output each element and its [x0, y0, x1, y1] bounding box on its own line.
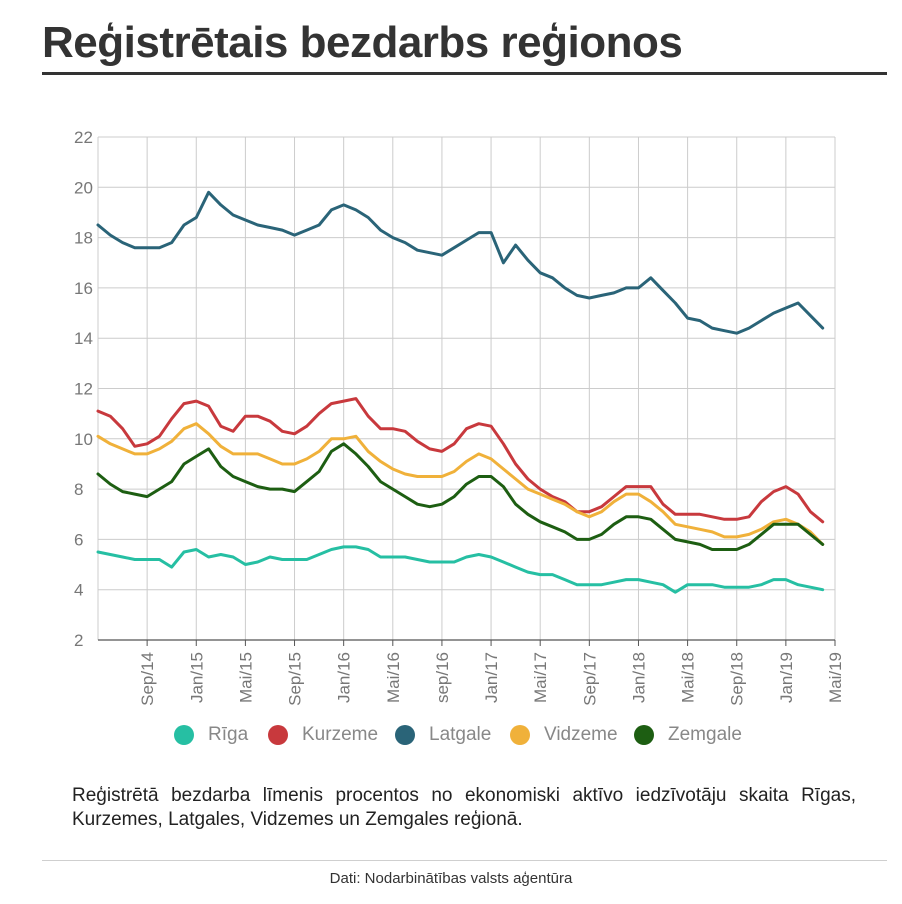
x-tick-label: Jan/16: [335, 652, 354, 703]
x-tick-label: Mai/17: [531, 652, 550, 703]
y-tick-label: 16: [74, 279, 93, 298]
legend-item-zemgale[interactable]: Zemgale: [634, 724, 742, 746]
x-tick-label: Mai/16: [384, 652, 403, 703]
legend-item-latgale[interactable]: Latgale: [395, 724, 491, 746]
x-tick-label: Sep/18: [728, 652, 747, 706]
series-line-latgale: [96, 190, 825, 335]
y-tick-label: 4: [74, 581, 83, 600]
y-tick-label: 10: [74, 430, 93, 449]
legend-swatch-vidzeme: [510, 725, 530, 745]
x-axis-labels: Sep/14 Jan/15 Mai/15 Sep/15 Jan/16 Mai/16 sep/…: [138, 652, 845, 706]
y-tick-label: 12: [74, 380, 93, 399]
legend-item-riga[interactable]: Rīga: [174, 724, 248, 746]
x-tick-label: Sep/17: [580, 652, 599, 706]
y-tick-label: 6: [74, 530, 83, 549]
series-line-rga: [96, 545, 825, 594]
x-tick-label: Sep/15: [286, 652, 305, 706]
legend-label-latgale: Latgale: [429, 724, 492, 745]
x-tick-label: Mai/18: [679, 652, 698, 703]
x-tick-label: Jan/19: [777, 652, 796, 703]
legend-swatch-kurzeme: [268, 725, 288, 745]
y-axis-labels: 2 4 6 8 10 12 14 16 18 20 22: [74, 128, 93, 650]
y-tick-label: 22: [74, 128, 93, 147]
legend-swatch-zemgale: [634, 725, 654, 745]
x-tick-label: Jan/17: [482, 652, 501, 703]
legend-item-kurzeme[interactable]: Kurzeme: [268, 724, 378, 746]
x-tick-label: Jan/15: [187, 652, 206, 703]
chart-caption: Reģistrētā bezdarba līmenis procentos no…: [72, 785, 856, 830]
y-tick-label: 2: [74, 631, 83, 650]
legend-item-vidzeme[interactable]: Vidzeme: [510, 724, 618, 746]
legend-label-zemgale: Zemgale: [668, 724, 742, 745]
chart-title: Reģistrētais bezdarbs reģionos: [42, 18, 683, 67]
legend-label-vidzeme: Vidzeme: [544, 724, 618, 745]
x-tick-label: Sep/14: [138, 652, 157, 706]
series-line-vidzeme: [96, 422, 825, 546]
series-line-kurzeme: [96, 397, 825, 524]
legend-swatch-riga: [174, 725, 194, 745]
vertical-gridlines: [97, 137, 836, 646]
horizontal-gridlines: [98, 136, 835, 641]
title-underline: [42, 72, 887, 75]
x-tick-label: Mai/15: [236, 652, 255, 703]
x-tick-label: sep/16: [433, 652, 452, 703]
footer-divider: [42, 860, 887, 861]
x-tick-label: Jan/18: [629, 652, 648, 703]
x-tick-label: Mai/19: [826, 652, 845, 703]
y-tick-label: 18: [74, 229, 93, 248]
y-tick-label: 8: [74, 480, 83, 499]
y-tick-label: 14: [74, 329, 93, 348]
y-tick-label: 20: [74, 178, 93, 197]
series-lines: [96, 190, 825, 594]
legend-label-riga: Rīga: [208, 724, 249, 745]
legend-swatch-latgale: [395, 725, 415, 745]
legend: Rīga Kurzeme Latgale Vidzeme Zemgale: [0, 724, 902, 750]
data-source: Dati: Nodarbinātības valsts aģentūra: [329, 870, 573, 887]
legend-label-kurzeme: Kurzeme: [302, 724, 379, 745]
series-line-zemgale: [96, 442, 825, 551]
